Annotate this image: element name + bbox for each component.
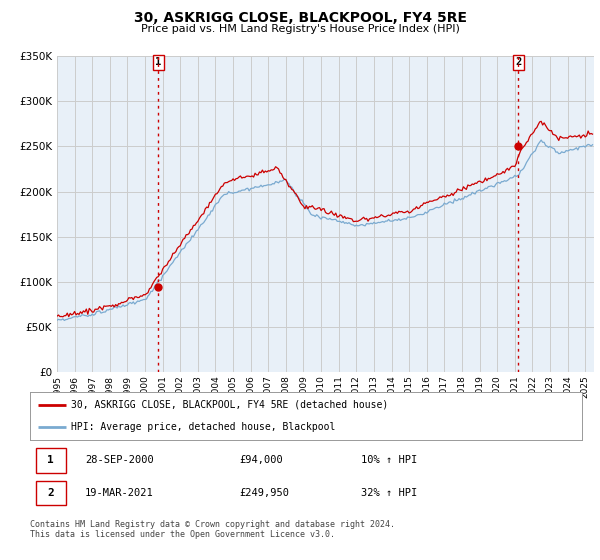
- Text: HPI: Average price, detached house, Blackpool: HPI: Average price, detached house, Blac…: [71, 422, 336, 432]
- Text: 2: 2: [47, 488, 54, 498]
- Text: 32% ↑ HPI: 32% ↑ HPI: [361, 488, 418, 498]
- Text: Price paid vs. HM Land Registry's House Price Index (HPI): Price paid vs. HM Land Registry's House …: [140, 24, 460, 34]
- Text: Contains HM Land Registry data © Crown copyright and database right 2024.
This d: Contains HM Land Registry data © Crown c…: [30, 520, 395, 539]
- FancyBboxPatch shape: [35, 481, 66, 505]
- Text: 30, ASKRIGG CLOSE, BLACKPOOL, FY4 5RE (detached house): 30, ASKRIGG CLOSE, BLACKPOOL, FY4 5RE (d…: [71, 400, 389, 410]
- Text: £94,000: £94,000: [240, 455, 284, 465]
- Text: 1: 1: [47, 455, 54, 465]
- Text: 19-MAR-2021: 19-MAR-2021: [85, 488, 154, 498]
- Text: 30, ASKRIGG CLOSE, BLACKPOOL, FY4 5RE: 30, ASKRIGG CLOSE, BLACKPOOL, FY4 5RE: [133, 11, 467, 25]
- Text: 28-SEP-2000: 28-SEP-2000: [85, 455, 154, 465]
- Text: 2: 2: [515, 57, 521, 67]
- Text: £249,950: £249,950: [240, 488, 290, 498]
- Text: 1: 1: [155, 57, 161, 67]
- FancyBboxPatch shape: [35, 448, 66, 473]
- Text: 10% ↑ HPI: 10% ↑ HPI: [361, 455, 418, 465]
